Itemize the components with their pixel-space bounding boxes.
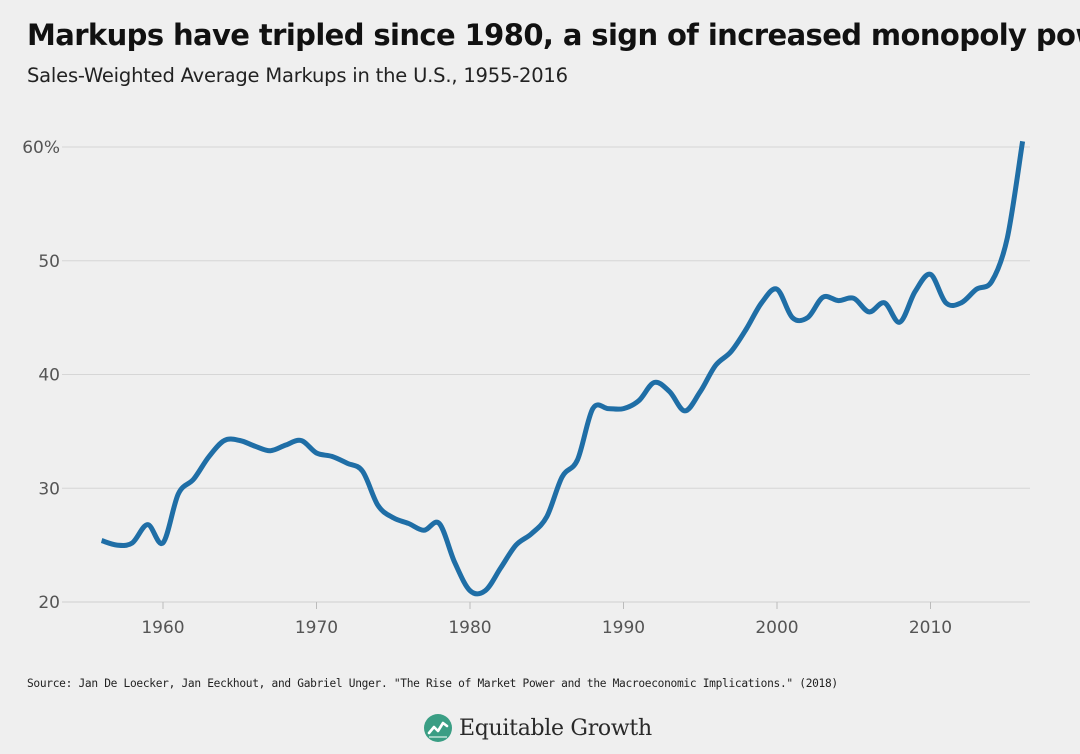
data-point [729,350,733,354]
data-point [468,589,472,593]
data-point [560,475,564,479]
data-point [268,449,272,453]
series-line-markups [100,140,1026,597]
y-tick-label: 60% [22,138,60,158]
data-point [391,516,395,520]
data-point [100,539,104,543]
x-tick-label: 1980 [448,618,491,638]
data-point [990,279,994,283]
data-point [161,541,165,545]
y-tick-label: 30 [38,479,60,499]
data-point [898,320,902,324]
data-point [253,444,257,448]
chart-title: Markups have tripled since 1980, a sign … [27,18,1080,52]
data-point [775,287,779,291]
data-point [760,301,764,305]
grid-lines [62,146,1030,603]
data-point [714,363,718,367]
data-point [652,381,656,385]
data-point [130,541,134,545]
data-point [744,327,748,331]
data-point [683,409,687,413]
source-note: Source: Jan De Loecker, Jan Eeckhout, an… [27,677,838,690]
data-point [499,566,503,570]
data-point [622,407,626,411]
data-point [299,439,303,443]
data-point [238,439,242,443]
data-point [806,316,810,320]
data-point [668,390,672,394]
data-point [284,443,288,447]
data-point [361,469,365,473]
data-point [821,295,825,299]
x-tick-label: 2000 [755,618,798,638]
line-chart: 20 30 40 50 60% 1960 1970 1980 1990 2000 2010 [22,138,1030,638]
x-tick-label: 1960 [141,618,184,638]
data-point [975,287,979,291]
y-tick-label: 40 [38,366,60,386]
data-point [376,503,380,507]
data-point [867,310,871,314]
x-tick-label: 2010 [909,618,952,638]
chart-subtitle: Sales-Weighted Average Markups in the U.… [27,64,568,87]
brand-name: Equitable Growth [459,715,652,741]
brand-logo-lockup[interactable]: Equitable Growth [423,710,652,746]
data-point [929,272,933,276]
y-axis: 20 30 40 50 60% [22,138,60,613]
x-axis: 1960 1970 1980 1990 2000 2010 [62,601,1030,638]
data-point [115,543,119,547]
data-point [192,477,196,481]
data-point [422,528,426,532]
equitable-growth-logo-icon [424,714,452,742]
data-point [852,296,856,300]
y-tick-label: 20 [38,593,60,613]
data-point [698,390,702,394]
data-point [576,458,580,462]
y-tick-label: 50 [38,252,60,272]
data-point [176,492,180,496]
data-point [514,543,518,547]
x-tick-label: 1990 [602,618,645,638]
series-layer [100,139,1026,597]
data-point [591,407,595,411]
data-point [944,301,948,305]
data-point [1021,139,1025,143]
data-point [345,461,349,465]
data-point [545,515,549,519]
data-point [882,301,886,305]
x-tick-label: 1970 [295,618,338,638]
data-point [222,439,226,443]
data-point [437,522,441,526]
data-point [529,532,533,536]
data-point [330,454,334,458]
data-point [315,451,319,455]
data-point [913,290,917,294]
data-point [959,301,963,305]
data-point [146,523,150,527]
data-point [207,454,211,458]
data-point [483,589,487,593]
data-point [836,299,840,303]
data-point [453,560,457,564]
data-point [606,407,610,411]
data-point [637,399,641,403]
data-point [1005,236,1009,240]
data-point [790,316,794,320]
data-point [407,522,411,526]
